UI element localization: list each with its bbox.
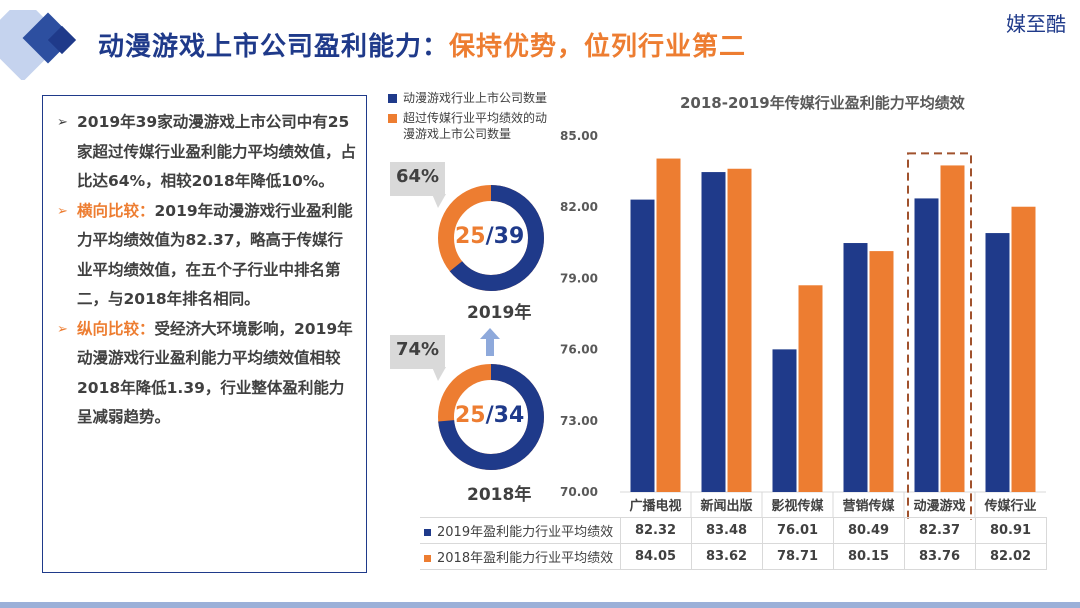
table-cell: 76.01: [761, 517, 834, 544]
table-cell: 82.37: [903, 517, 976, 544]
donut-2018-ratio: 25/34: [455, 403, 525, 428]
bar-2019: [843, 243, 868, 492]
bullet-arrow-icon: ➢: [57, 203, 68, 219]
legend-item-above-average: 超过传媒行业平均绩效的动: [388, 110, 547, 126]
table-cell: 80.91: [974, 517, 1047, 544]
x-tick-label: 营销传媒: [842, 498, 895, 514]
table-cell: 78.71: [761, 543, 834, 570]
summary-panel: ➢ 2019年39家动漫游戏上市公司中有25家超过传媒行业盈利能力平均绩效值，占…: [42, 95, 367, 573]
chart-title: 2018-2019年传媒行业盈利能力平均绩效: [680, 94, 965, 112]
bar-2018: [1011, 206, 1036, 492]
table-cell: 84.05: [619, 543, 692, 570]
y-tick-label: 79.00: [560, 271, 598, 285]
brand-logo-text: 媒至酷: [1006, 12, 1066, 36]
donut-legend: 动漫游戏行业上市公司数量 超过传媒行业平均绩效的动 漫游戏上市公司数量: [388, 90, 547, 142]
bullet-arrow-icon: ➢: [57, 321, 68, 337]
table-cell: 83.62: [690, 543, 763, 570]
up-arrow-icon: [480, 328, 500, 356]
page-title: 动漫游戏上市公司盈利能力：保持优势，位列行业第二: [98, 26, 746, 63]
page-title-highlight: 保持优势，位列行业第二: [449, 32, 747, 62]
header-diamond-decoration: [0, 10, 77, 80]
table-cell: 80.15: [832, 543, 905, 570]
highlight-dashed-box: [907, 152, 972, 520]
summary-point-3: ➢ 纵向比较：受经济大环境影响，2019年动漫游戏行业盈利能力平均绩效值相较20…: [55, 315, 356, 433]
x-tick-label: 新闻出版: [700, 498, 752, 514]
y-tick-label: 76.00: [560, 343, 598, 357]
page-title-main: 动漫游戏上市公司盈利能力：: [98, 32, 450, 62]
bubble-pointer-2019: [432, 194, 446, 208]
bar-2018: [940, 165, 965, 493]
legend-item-above-average-line2: 漫游戏上市公司数量: [403, 127, 512, 141]
bar-2019: [985, 233, 1010, 492]
table-cell: 80.49: [832, 517, 905, 544]
bubble-pointer-2018: [432, 367, 446, 381]
x-tick-label: 广播电视: [629, 498, 681, 514]
series-label-2018: 2018年盈利能力行业平均绩效: [420, 543, 621, 570]
donut-2018-blue-arc: [438, 364, 544, 470]
donut-2019: [438, 185, 544, 291]
y-tick-label: 82.00: [560, 200, 598, 214]
summary-point-1: ➢ 2019年39家动漫游戏上市公司中有25家超过传媒行业盈利能力平均绩效值，占…: [55, 108, 356, 197]
chart-data-table: 2019年盈利能力行业平均绩效 82.32 83.48 76.01 80.49 …: [420, 517, 1047, 570]
y-tick-label: 85.00: [560, 129, 598, 143]
donut-2019-blue-arc: [438, 185, 544, 291]
y-tick-label: 73.00: [560, 414, 598, 428]
bar-2018: [798, 285, 823, 492]
donut-2019-ratio: 25/39: [455, 224, 525, 249]
donut-2018-year: 2018年: [467, 485, 532, 505]
series-label-2019: 2019年盈利能力行业平均绩效: [420, 517, 621, 544]
y-tick-label: 70.00: [560, 485, 598, 499]
x-tick-label: 传媒行业: [983, 498, 1036, 514]
donut-2018: [438, 364, 544, 470]
bar-2018: [727, 168, 752, 492]
summary-point-2: ➢ 横向比较：2019年动漫游戏行业盈利能力平均绩效值为82.37，略高于传媒行…: [55, 197, 356, 315]
bar-2019: [701, 172, 726, 493]
bar-2019: [914, 198, 939, 492]
bar-2018: [869, 251, 894, 492]
bar-2018: [656, 158, 681, 492]
table-cell: 83.48: [690, 517, 763, 544]
donut-2018-percent-bubble: 74%: [390, 335, 445, 369]
bullet-arrow-icon: ➢: [57, 115, 68, 130]
bar-2019: [772, 349, 797, 492]
table-cell: 83.76: [903, 543, 976, 570]
x-tick-label: 影视传媒: [771, 498, 824, 514]
bottom-accent-bar: [0, 602, 1080, 608]
table-cell: 82.32: [619, 517, 692, 544]
donut-2019-percent-bubble: 64%: [390, 162, 445, 196]
table-row-2018: 2018年盈利能力行业平均绩效 84.05 83.62 78.71 80.15 …: [420, 543, 1047, 570]
table-cell: 82.02: [974, 543, 1047, 570]
bar-chart: 70.00 73.00 76.00 79.00 82.00 85.00 广播电视 新闻出版 影视…: [560, 129, 1046, 520]
table-row-2019: 2019年盈利能力行业平均绩效 82.32 83.48 76.01 80.49 …: [420, 517, 1047, 544]
bar-2019: [630, 199, 655, 492]
x-tick-label: 动漫游戏: [913, 498, 965, 514]
donut-2019-year: 2019年: [467, 303, 532, 323]
legend-item-total: 动漫游戏行业上市公司数量: [388, 90, 547, 106]
